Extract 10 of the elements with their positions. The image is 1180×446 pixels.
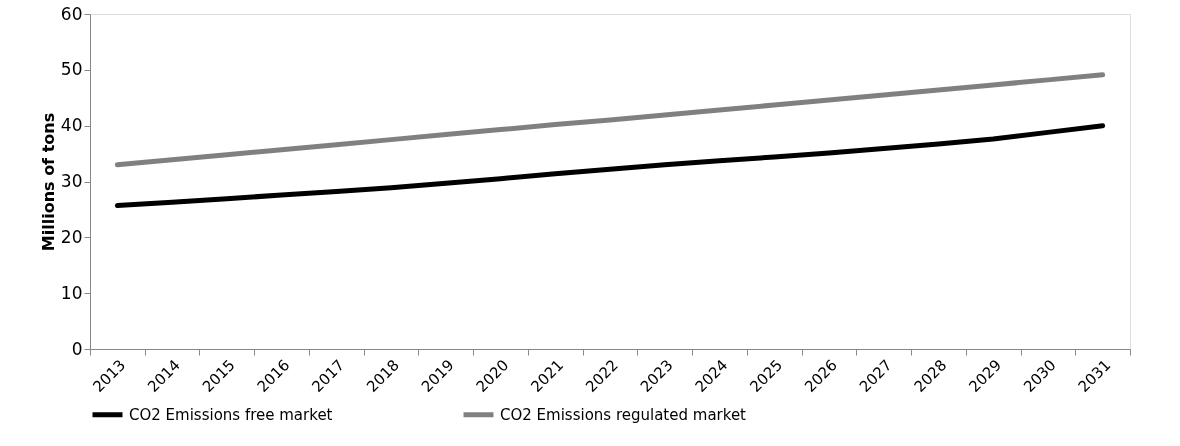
y-tick-label: 50: [60, 59, 83, 80]
y-tick-label: 40: [60, 115, 83, 136]
y-tick-label: 10: [60, 282, 83, 303]
legend-label: CO2 Emissions regulated market: [500, 405, 747, 424]
y-tick-label: 60: [60, 3, 83, 24]
y-tick-label: 20: [60, 226, 83, 247]
y-axis-title: Millions of tons: [38, 112, 58, 252]
y-tick-label: 0: [71, 338, 83, 359]
y-tick-label: 30: [60, 171, 83, 191]
legend-label: CO2 Emissions free market: [129, 405, 333, 424]
